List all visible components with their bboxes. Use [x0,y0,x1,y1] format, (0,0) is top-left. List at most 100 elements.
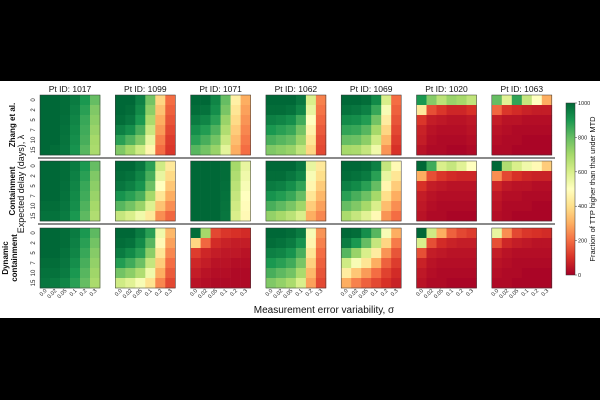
heatmap-cell [155,181,166,192]
heatmap-cell [40,145,51,156]
heatmap-cell [491,228,503,239]
heatmap-cell [200,145,211,156]
heatmap-cell [436,105,447,116]
x-tick-label: 0.3 [315,288,325,298]
heatmap-cell [531,191,543,202]
heatmap-cell [371,135,382,146]
heatmap-cell [371,171,382,182]
heatmap-cell [371,268,382,279]
heatmap-cell [125,125,136,136]
heatmap-cell [351,238,362,249]
heatmap-cell [210,201,221,212]
heatmap-cell [135,228,146,239]
y-tick-label: 7 [31,261,37,265]
heatmap-cell [155,115,166,126]
heatmap-cell [521,278,533,289]
heatmap-cell [165,258,176,269]
heatmap-cell [305,181,317,192]
heatmap-cell [426,161,437,172]
panel-border [340,227,402,289]
heatmap-cell [190,125,201,136]
heatmap-cell [275,115,287,126]
heatmap-cell [381,268,392,279]
heatmap-cell [466,135,477,146]
heatmap-cell [190,95,201,106]
row-label: Zhang et al. [8,103,17,147]
heatmap-cell [381,238,392,249]
heatmap-cell [90,161,101,172]
panel-border [265,94,327,156]
heatmap-cell [466,268,477,279]
heatmap-cell [115,228,126,239]
heatmap-cell [230,228,241,239]
heatmap-cell [80,105,91,116]
heatmap-cell [351,95,362,106]
heatmap-cell [381,181,392,192]
heatmap-cell [426,105,437,116]
heatmap-cell [190,135,201,146]
heatmap-cell [436,268,447,279]
heatmap-cell [361,105,372,116]
panel-border [190,227,251,289]
heatmap-cell [285,115,297,126]
heatmap-cell [210,125,221,136]
heatmap-cell [285,248,297,259]
heatmap-cell [200,238,211,249]
heatmap-cell [341,115,352,126]
heatmap-cell [456,238,467,249]
heatmap-cell [341,135,352,146]
heatmap-cell [190,191,201,202]
heatmap-cell [135,248,146,259]
heatmap-cell [416,161,427,172]
heatmap-cell [155,95,166,106]
heatmap-cell [220,248,231,259]
heatmap-cell [115,248,126,259]
heatmap-cell [351,115,362,126]
x-tick-label: 0.02 [47,288,59,300]
heatmap-cell [315,238,327,249]
heatmap-cell [511,171,523,182]
x-tick-label: 0.0 [340,288,350,298]
heatmap-cell [230,238,241,249]
heatmap-cell [90,228,101,239]
heatmap-cell [521,135,533,146]
heatmap-cell [90,278,101,289]
heatmap-cell [541,95,553,106]
heatmap-cell [295,238,307,249]
heatmap-cell [155,211,166,222]
heatmap-cell [501,95,513,106]
heatmap-cell [511,191,523,202]
heatmap-cell [40,211,51,222]
heatmap-cell [521,95,533,106]
heatmap-cell [361,171,372,182]
panel-border [491,94,553,156]
heatmap-cell [416,95,427,106]
heatmap-cell [381,278,392,289]
row-separators [38,157,555,225]
heatmap-cell [230,201,241,212]
heatmap-cell [60,268,71,279]
heatmap-cell [40,201,51,212]
heatmap-cell [165,238,176,249]
heatmap-cell [210,268,221,279]
heatmap-cell [391,105,402,116]
heatmap-cell [240,95,251,106]
heatmap-cell [305,191,317,202]
heatmap-cell [165,135,176,146]
heatmap-cell [531,171,543,182]
heatmap-cell [511,268,523,279]
heatmap-cell [436,211,447,222]
heatmap-cell [305,228,317,239]
heatmap-cell [50,171,61,182]
heatmap-panel [416,227,477,289]
heatmap-cell [391,191,402,202]
heatmap-cell [285,161,297,172]
heatmap-cell [456,135,467,146]
heatmap-cell [541,191,553,202]
heatmap-cell [361,135,372,146]
heatmap-cell [531,248,543,259]
y-tick-label: 2 [31,174,37,178]
heatmap-cell [371,228,382,239]
heatmap-cell [200,268,211,279]
